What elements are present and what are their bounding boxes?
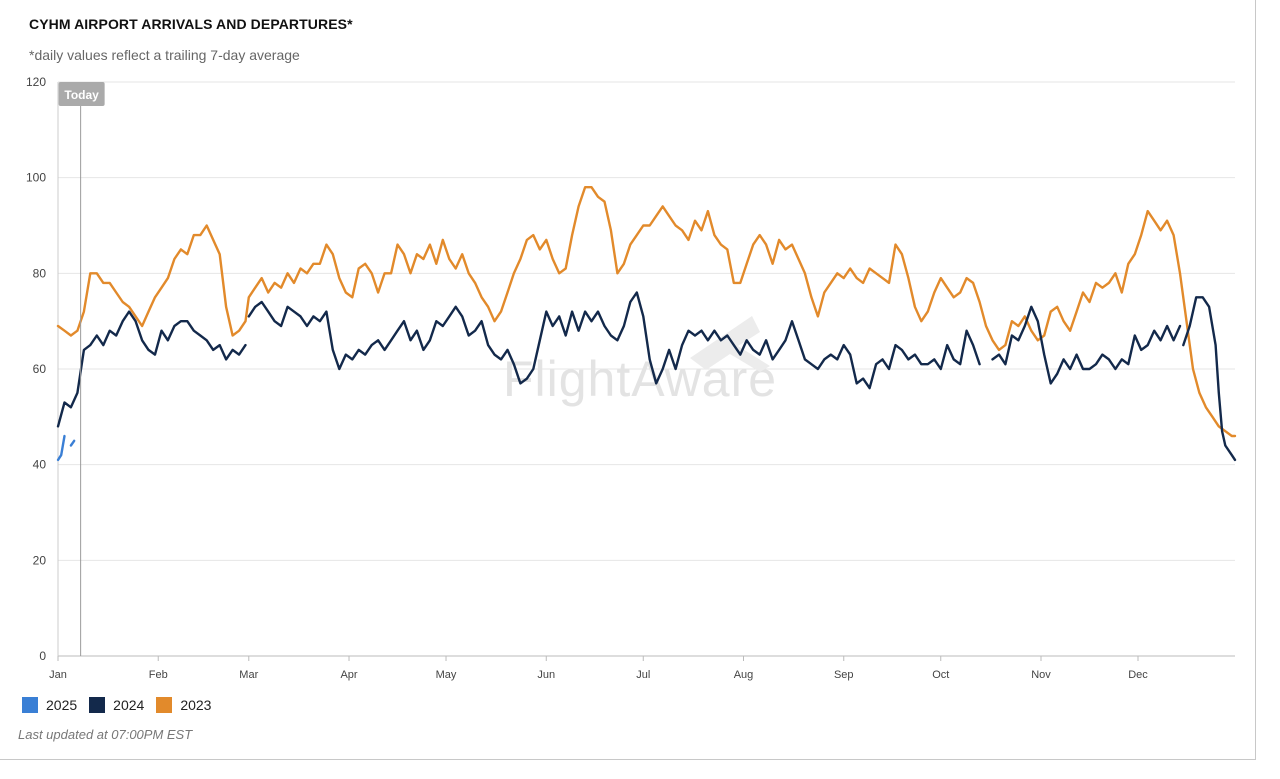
chart-title: CYHM AIRPORT ARRIVALS AND DEPARTURES* [29,16,353,32]
today-label: Today [64,88,99,102]
legend-label-2024: 2024 [113,697,145,713]
x-tick-label: Jul [636,669,650,681]
watermark-text: FlightAware [503,351,777,407]
legend-swatch-2024 [89,697,106,713]
x-tick-label: Mar [239,669,258,681]
y-tick-label: 0 [39,649,46,663]
legend-item-2025[interactable]: 2025 [22,697,77,713]
chart-subtitle: *daily values reflect a trailing 7-day a… [29,47,300,63]
series-line-2024 [56,310,247,428]
x-tick-label: Sep [834,669,854,681]
line-chart: FlightAware 0 20 40 60 80 100 120 Jan Feb Mar Apr M… [26,75,1237,681]
series-line-2024 [247,291,981,390]
legend-label-2025: 2025 [46,697,78,713]
series-line-2025 [56,434,66,462]
series-line-2024 [1182,296,1237,462]
today-marker: Today [58,82,105,656]
x-tick-label: Jan [49,669,67,681]
grid-layer [57,81,1235,657]
axis-layer: 0 20 40 60 80 100 120 Jan Feb Mar Apr May Jun Jul Aug S… [26,75,1148,681]
x-tick-label: Oct [932,669,949,681]
legend-swatch-2023 [156,697,173,713]
y-tick-label: 60 [33,362,47,376]
x-tick-label: Dec [1128,669,1148,681]
x-tick-label: Aug [734,669,754,681]
chart-frame [0,0,1256,760]
watermark: FlightAware [503,316,777,407]
x-tick-label: Nov [1031,669,1051,681]
series-line-2024 [991,305,1182,385]
last-updated-text: Last updated at 07:00PM EST [18,727,193,742]
x-tick-label: Jun [537,669,555,681]
x-tick-label: Apr [340,669,357,681]
x-tick-label: Feb [149,669,168,681]
watermark-plane-icon [690,316,770,372]
legend-swatch-2025 [22,697,38,713]
legend: 2025 2024 2023 [22,697,211,713]
x-tick-label: May [436,669,457,681]
y-tick-label: 100 [26,171,46,185]
y-tick-label: 80 [33,266,47,280]
y-tick-label: 40 [33,458,47,472]
series-line-2025 [69,439,76,447]
series-layer [56,186,1237,462]
legend-label-2023: 2023 [180,697,212,713]
legend-item-2024[interactable]: 2024 [89,697,144,713]
y-tick-label: 20 [33,553,47,567]
today-badge [58,82,105,106]
y-tick-label: 120 [26,75,46,89]
legend-item-2023[interactable]: 2023 [156,697,211,713]
